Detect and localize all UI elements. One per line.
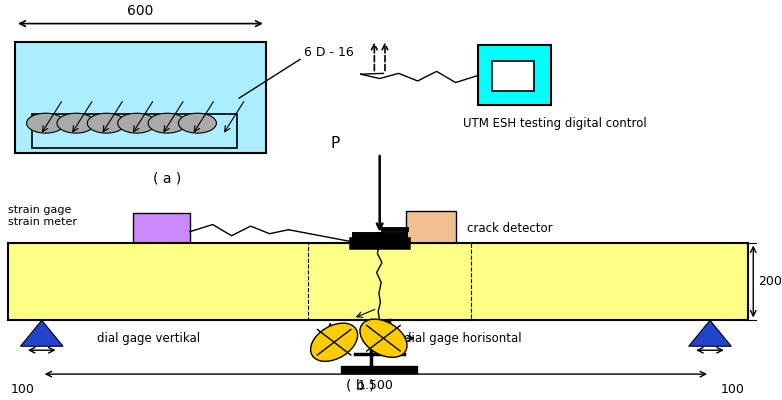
Text: UTM ESH testing digital control: UTM ESH testing digital control <box>463 117 647 130</box>
Text: P: P <box>331 136 340 150</box>
Polygon shape <box>20 320 63 346</box>
Bar <box>307 243 471 320</box>
Bar <box>479 46 551 105</box>
Text: 100: 100 <box>11 383 34 396</box>
Ellipse shape <box>310 323 357 361</box>
Text: crack detector: crack detector <box>467 222 553 235</box>
Text: ( a ): ( a ) <box>153 172 181 186</box>
Circle shape <box>88 113 125 133</box>
Circle shape <box>57 113 95 133</box>
Text: 100: 100 <box>721 383 744 396</box>
Text: strain gage: strain gage <box>8 205 71 215</box>
Text: dial gage vertikal: dial gage vertikal <box>96 332 199 345</box>
Text: 1.500: 1.500 <box>358 379 394 392</box>
Text: ( b ): ( b ) <box>346 378 375 392</box>
Bar <box>406 211 456 247</box>
Bar <box>8 243 748 320</box>
Text: strain meter: strain meter <box>8 217 77 227</box>
Polygon shape <box>689 320 731 346</box>
Circle shape <box>118 113 156 133</box>
Text: 6 D - 16: 6 D - 16 <box>303 46 353 60</box>
Text: dial gage horisontal: dial gage horisontal <box>404 332 522 345</box>
Circle shape <box>178 113 217 133</box>
Bar <box>32 114 237 148</box>
Bar <box>133 213 190 251</box>
Circle shape <box>27 113 65 133</box>
Bar <box>15 42 266 153</box>
Text: 600: 600 <box>127 4 154 18</box>
Text: 200: 200 <box>758 275 782 288</box>
Bar <box>492 62 534 91</box>
Ellipse shape <box>360 319 407 357</box>
Circle shape <box>148 113 186 133</box>
